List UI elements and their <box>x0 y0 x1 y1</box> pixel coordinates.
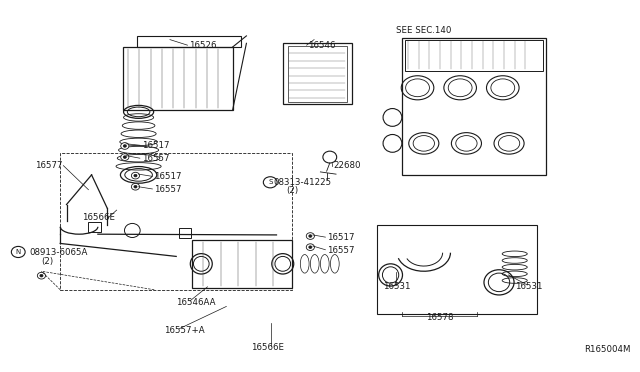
Ellipse shape <box>308 246 312 248</box>
Ellipse shape <box>124 156 126 158</box>
Text: 16517: 16517 <box>154 172 182 181</box>
Bar <box>179 228 191 238</box>
Ellipse shape <box>263 177 277 188</box>
Ellipse shape <box>134 174 137 177</box>
Ellipse shape <box>37 272 45 279</box>
Bar <box>405 39 543 71</box>
Text: 16578: 16578 <box>426 313 453 322</box>
Text: 16546: 16546 <box>308 41 335 50</box>
Text: S: S <box>268 179 273 185</box>
Text: 16566E: 16566E <box>82 213 115 222</box>
Bar <box>123 47 232 110</box>
Bar <box>88 222 101 232</box>
Ellipse shape <box>134 186 137 188</box>
Ellipse shape <box>121 142 129 149</box>
Ellipse shape <box>121 154 129 160</box>
Ellipse shape <box>131 172 140 179</box>
Text: (2): (2) <box>42 257 54 266</box>
Ellipse shape <box>124 145 126 147</box>
Text: 16517: 16517 <box>326 233 354 243</box>
Text: 16577: 16577 <box>35 161 63 170</box>
Text: 22680: 22680 <box>333 161 360 170</box>
Ellipse shape <box>308 235 312 237</box>
Ellipse shape <box>307 244 314 250</box>
Text: 16566E: 16566E <box>252 343 284 352</box>
Text: 16546AA: 16546AA <box>176 298 216 307</box>
Text: 16557+A: 16557+A <box>164 326 204 335</box>
Bar <box>288 46 347 102</box>
Bar <box>402 38 546 175</box>
Text: SEE SEC.140: SEE SEC.140 <box>396 26 451 35</box>
Ellipse shape <box>12 246 25 257</box>
Text: 16526: 16526 <box>189 41 216 50</box>
Bar <box>377 225 536 314</box>
Text: 16531: 16531 <box>383 282 411 291</box>
Text: N: N <box>15 249 21 255</box>
Text: (2): (2) <box>286 186 298 195</box>
Ellipse shape <box>131 183 140 190</box>
Ellipse shape <box>40 275 43 277</box>
Text: 08913-6065A: 08913-6065A <box>29 248 87 257</box>
Text: 16517: 16517 <box>141 141 169 150</box>
Text: R165004M: R165004M <box>584 344 630 353</box>
Ellipse shape <box>307 233 314 239</box>
Bar <box>192 240 292 288</box>
Text: 16557: 16557 <box>326 246 354 255</box>
Bar <box>283 43 352 105</box>
Bar <box>60 153 292 290</box>
Text: 08313-41225: 08313-41225 <box>273 178 332 187</box>
Text: 16557: 16557 <box>154 185 182 194</box>
Text: 16531: 16531 <box>515 282 542 291</box>
Text: 16557: 16557 <box>141 154 169 163</box>
Bar <box>137 36 241 47</box>
